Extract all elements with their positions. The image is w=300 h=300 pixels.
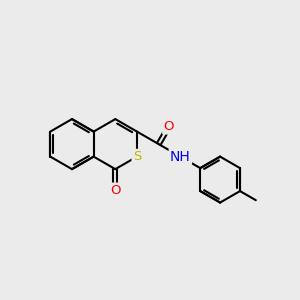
Text: O: O [164,120,174,133]
Text: S: S [133,150,141,163]
Text: O: O [110,184,121,197]
Text: NH: NH [170,150,191,164]
